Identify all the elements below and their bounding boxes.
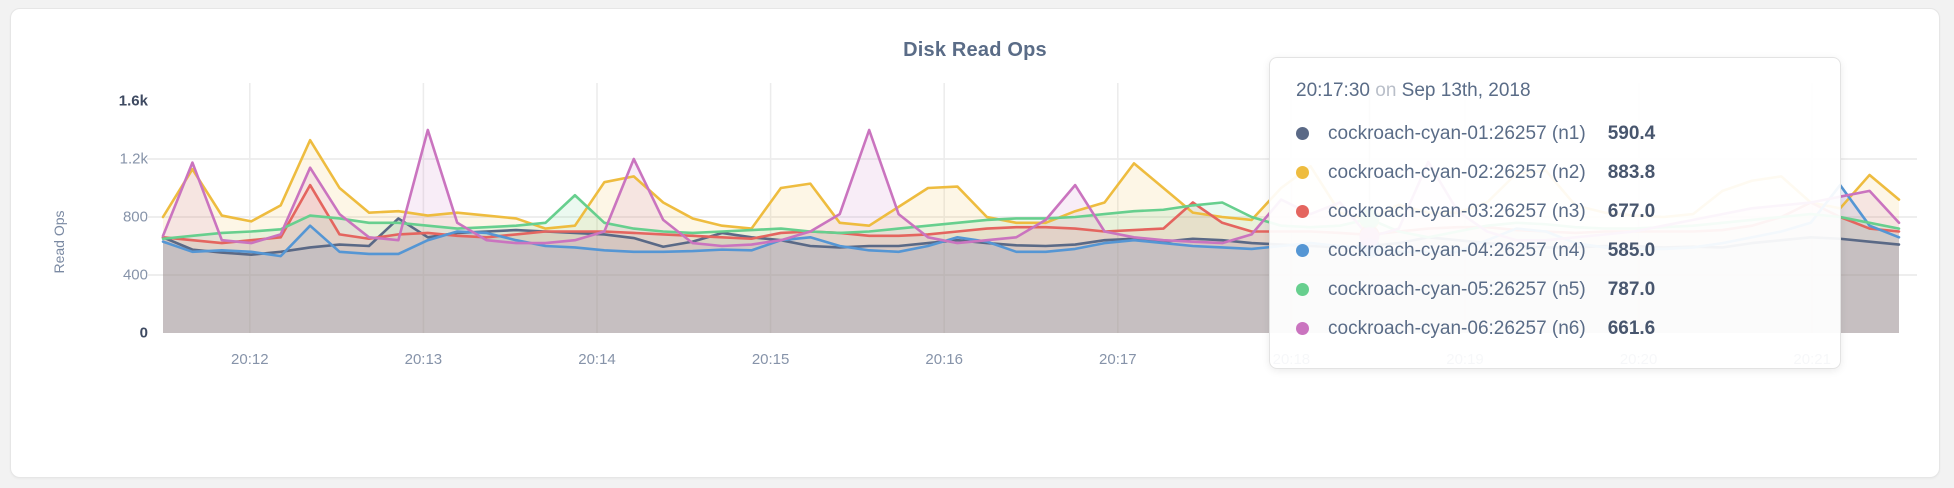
series-color-dot-icon [1296, 322, 1309, 335]
tooltip-series-value: 883.8 [1607, 161, 1656, 183]
series-color-dot-icon [1296, 127, 1309, 140]
tooltip-date-value: Sep 13th, 2018 [1401, 80, 1531, 101]
tooltip-series-label: cockroach-cyan-04:26257 (n4) [1328, 239, 1586, 261]
tooltip-row: cockroach-cyan-01:26257 (n1) 590.4 [1296, 114, 1814, 153]
tooltip-series-label: cockroach-cyan-05:26257 (n5) [1328, 278, 1586, 300]
y-axis-ticks: 0 400 800 1.2k 1.6k [63, 9, 148, 477]
x-tick-label: 20:12 [231, 351, 269, 368]
tooltip-series-value: 677.0 [1607, 200, 1656, 222]
x-tick-label: 20:15 [751, 351, 790, 368]
tooltip-row: cockroach-cyan-04:26257 (n4) 585.0 [1296, 231, 1814, 270]
y-tick-label: 1.2k [119, 150, 148, 168]
chart-tooltip: 20:17:30 on Sep 13th, 2018 cockroach-cya… [1269, 57, 1841, 369]
tooltip-series-label: cockroach-cyan-03:26257 (n3) [1328, 200, 1586, 222]
tooltip-timestamp: 20:17:30 on Sep 13th, 2018 [1296, 80, 1814, 102]
y-tick-label: 0 [139, 324, 148, 342]
tooltip-row: cockroach-cyan-06:26257 (n6) 661.6 [1296, 309, 1814, 348]
page-title: Disk Read Ops [903, 39, 1047, 61]
tooltip-time-value: 20:17:30 [1296, 80, 1370, 101]
chart-card: Disk Read Ops Read Ops 0 400 800 1.2k 1.6k 2… [10, 8, 1940, 478]
tooltip-series-list: cockroach-cyan-01:26257 (n1) 590.4 cockroa… [1296, 114, 1814, 348]
tooltip-series-value: 590.4 [1607, 122, 1656, 144]
x-tick-label: 20:16 [925, 351, 963, 368]
tooltip-row: cockroach-cyan-02:26257 (n2) 883.8 [1296, 153, 1814, 192]
x-tick-label: 20:14 [578, 351, 616, 368]
y-tick-label: 1.6k [118, 92, 148, 110]
x-tick-label: 20:17 [1099, 351, 1137, 368]
y-tick-label: 800 [122, 208, 148, 226]
series-color-dot-icon [1296, 205, 1309, 218]
tooltip-row: cockroach-cyan-03:26257 (n3) 677.0 [1296, 192, 1814, 231]
tooltip-on-word: on [1375, 80, 1397, 101]
tooltip-series-value: 787.0 [1607, 278, 1656, 300]
tooltip-series-value: 585.0 [1607, 239, 1656, 261]
tooltip-series-label: cockroach-cyan-02:26257 (n2) [1328, 161, 1586, 183]
series-color-dot-icon [1296, 244, 1309, 257]
y-tick-label: 400 [122, 266, 148, 284]
tooltip-row: cockroach-cyan-05:26257 (n5) 787.0 [1296, 270, 1814, 309]
tooltip-series-label: cockroach-cyan-01:26257 (n1) [1328, 122, 1586, 144]
x-tick-label: 20:13 [404, 351, 443, 368]
series-color-dot-icon [1296, 166, 1309, 179]
tooltip-series-value: 661.6 [1607, 317, 1656, 339]
tooltip-series-label: cockroach-cyan-06:26257 (n6) [1328, 317, 1586, 339]
series-color-dot-icon [1296, 283, 1309, 296]
